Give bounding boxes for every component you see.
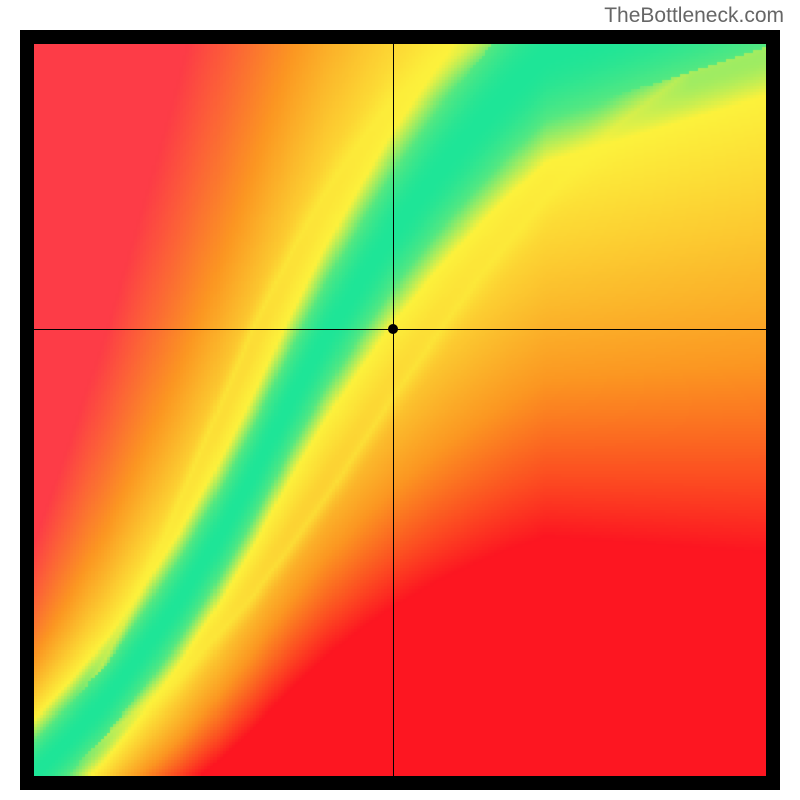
chart-container: TheBottleneck.com	[0, 0, 800, 800]
chart-frame	[20, 30, 780, 790]
plot-area	[34, 44, 766, 776]
heatmap-canvas	[34, 44, 766, 776]
crosshair-horizontal	[34, 329, 766, 330]
crosshair-vertical	[393, 44, 394, 776]
watermark-text: TheBottleneck.com	[604, 4, 784, 28]
marker-dot	[388, 324, 398, 334]
